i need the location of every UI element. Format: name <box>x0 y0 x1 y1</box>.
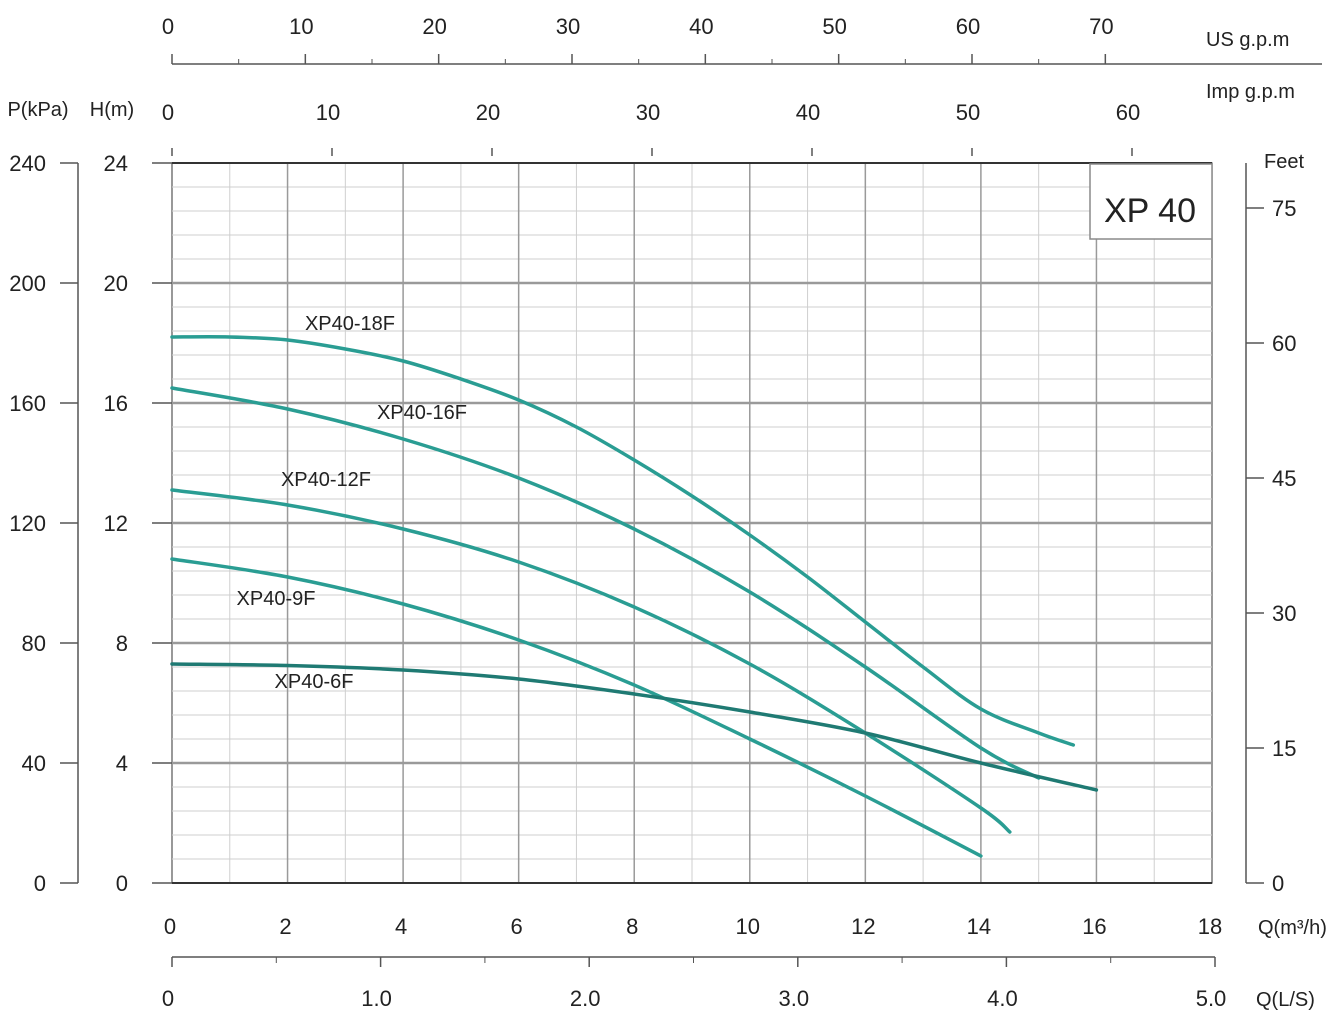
curve-xp40-6f <box>170 662 1099 792</box>
x-tick-label: 6 <box>511 914 523 939</box>
x-tick-label: 18 <box>1198 914 1222 939</box>
h-tick-label: 24 <box>104 151 128 176</box>
pressure-tick-label: 200 <box>9 271 46 296</box>
h-tick-label: 12 <box>104 511 128 536</box>
us-gpm-tick-label: 50 <box>822 14 846 39</box>
ls-tick-label: 0 <box>162 986 174 1011</box>
feet-tick-label: 45 <box>1272 466 1296 491</box>
curve-xp40-9f <box>170 557 983 858</box>
h-tick-label: 0 <box>116 871 128 896</box>
x-tick-label: 14 <box>967 914 991 939</box>
imp-gpm-tick-label: 30 <box>636 100 660 125</box>
us-gpm-tick-label: 70 <box>1089 14 1113 39</box>
curve-label-xp40-16f: XP40-16F <box>377 402 467 424</box>
pressure-tick-label: 0 <box>34 871 46 896</box>
x-tick-label: 8 <box>626 914 638 939</box>
grid <box>171 162 1213 884</box>
curve-labels: XP40-18F XP40-16F XP40-12F XP40-9F XP40-6F <box>237 313 468 693</box>
chart-title: XP 40 <box>1104 192 1196 230</box>
ls-tick-label: 5.0 <box>1196 986 1227 1011</box>
feet-tick-label: 0 <box>1272 871 1284 896</box>
ls-tick-label: 2.0 <box>570 986 601 1011</box>
curve-label-xp40-9f: XP40-9F <box>237 588 316 610</box>
us-gpm-tick-label: 10 <box>289 14 313 39</box>
feet-tick-label: 75 <box>1272 196 1296 221</box>
us-gpm-tick-label: 0 <box>162 14 174 39</box>
imp-gpm-tick-label: 50 <box>956 100 980 125</box>
feet-tick-label: 60 <box>1272 331 1296 356</box>
ls-tick-label: 4.0 <box>987 986 1018 1011</box>
imp-gpm-tick-label: 0 <box>162 100 174 125</box>
imp-gpm-axis-label: Imp g.p.m <box>1206 81 1295 103</box>
x-tick-label: 0 <box>164 914 176 939</box>
h-tick-label: 20 <box>104 271 128 296</box>
imp-gpm-tick-label: 40 <box>796 100 820 125</box>
h-tick-label: 4 <box>116 751 128 776</box>
ls-tick-label: 3.0 <box>779 986 810 1011</box>
curve-label-xp40-12f: XP40-12F <box>281 469 371 491</box>
x-tick-label: 16 <box>1082 914 1106 939</box>
x-tick-label: 10 <box>736 914 760 939</box>
ls-tick-label: 1.0 <box>361 986 392 1011</box>
us-gpm-axis-label: US g.p.m <box>1206 29 1289 51</box>
feet-axis-label: Feet <box>1264 151 1304 173</box>
h-tick-label: 16 <box>104 391 128 416</box>
model-title-box: XP 40 <box>1089 163 1213 240</box>
pump-curves <box>170 335 1099 858</box>
ls-axis-label: Q(L/S) <box>1256 989 1315 1011</box>
pressure-tick-label: 40 <box>22 751 46 776</box>
pressure-tick-label: 240 <box>9 151 46 176</box>
feet-tick-label: 15 <box>1272 736 1296 761</box>
x-tick-label: 4 <box>395 914 407 939</box>
pressure-tick-label: 160 <box>9 391 46 416</box>
curve-xp40-12f <box>170 488 1012 834</box>
us-gpm-tick-label: 40 <box>689 14 713 39</box>
imp-gpm-tick-label: 20 <box>476 100 500 125</box>
h-axis-label: H(m) <box>90 99 134 121</box>
imp-gpm-tick-label: 60 <box>1116 100 1140 125</box>
us-gpm-tick-label: 60 <box>956 14 980 39</box>
feet-tick-label: 30 <box>1272 601 1296 626</box>
curve-xp40-18f <box>170 335 1076 747</box>
us-gpm-tick-label: 30 <box>556 14 580 39</box>
axes: 0 2 4 6 8 10 12 14 16 18 Q(m³/h)04812162024H(m)040… <box>7 14 1326 1011</box>
curve-label-xp40-18f: XP40-18F <box>305 313 395 335</box>
x-tick-label: 2 <box>279 914 291 939</box>
curve-label-xp40-6f: XP40-6F <box>275 671 354 693</box>
us-gpm-tick-label: 20 <box>422 14 446 39</box>
x-tick-label: 12 <box>851 914 875 939</box>
pressure-tick-label: 120 <box>9 511 46 536</box>
x-axis-label: Q(m³/h) <box>1258 917 1327 939</box>
imp-gpm-tick-label: 10 <box>316 100 340 125</box>
pressure-axis-label: P(kPa) <box>7 99 68 121</box>
curve-xp40-16f <box>170 386 1041 780</box>
h-tick-label: 8 <box>116 631 128 656</box>
pressure-tick-label: 80 <box>22 631 46 656</box>
